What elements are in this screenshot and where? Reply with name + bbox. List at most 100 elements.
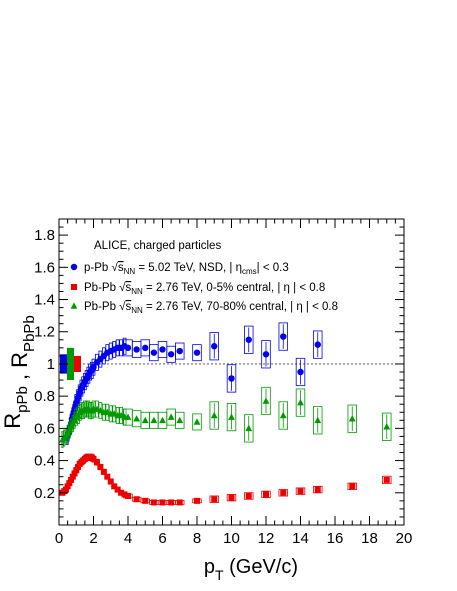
legend: ALICE, charged particles p-Pb √sNN = 5.02… xyxy=(70,240,338,315)
sys-error-box xyxy=(192,344,202,362)
series-1 xyxy=(59,453,392,506)
data-point xyxy=(193,349,201,356)
data-point xyxy=(176,416,184,424)
x-tick-label: 10 xyxy=(223,530,240,547)
data-point xyxy=(125,493,131,500)
data-point xyxy=(176,499,183,506)
data-point xyxy=(90,455,97,462)
data-point xyxy=(66,480,73,487)
data-point xyxy=(245,493,252,500)
data-point xyxy=(142,497,149,504)
data-point xyxy=(228,494,235,501)
data-point xyxy=(133,496,140,503)
sys-error-box xyxy=(261,490,271,499)
sys-error-box xyxy=(209,495,219,503)
data-point xyxy=(297,399,304,406)
data-point xyxy=(150,416,158,424)
x-tick-label: 2 xyxy=(89,530,97,547)
x-tick-label: 0 xyxy=(55,530,63,547)
data-point xyxy=(159,416,166,424)
sys-error-box xyxy=(226,493,237,502)
data-point xyxy=(210,411,218,419)
data-point xyxy=(71,470,78,477)
data-point xyxy=(97,464,104,471)
legend-entry: Pb-Pb √sNN = 2.76 TeV, 0-5% central, | η… xyxy=(84,281,325,296)
sys-error-box xyxy=(226,403,237,432)
sys-error-box xyxy=(175,342,185,360)
data-point xyxy=(69,473,76,480)
data-point xyxy=(279,411,287,419)
sys-error-box xyxy=(313,485,323,494)
data-point xyxy=(73,467,80,474)
y-axis-title: RpPb , RPbPb xyxy=(0,315,38,429)
y-tick-label: 1.6 xyxy=(34,259,55,276)
y-tick-label: 0.2 xyxy=(34,485,55,502)
x-tick-label: 18 xyxy=(361,530,378,547)
data-point xyxy=(314,486,321,493)
data-point xyxy=(93,459,100,466)
legend-title: ALICE, charged particles xyxy=(94,240,221,252)
data-point xyxy=(62,432,70,440)
data-point xyxy=(159,346,166,353)
y-tick-label: 1.8 xyxy=(34,227,55,244)
sys-error-box xyxy=(244,325,254,354)
x-tick-label: 14 xyxy=(292,530,309,547)
data-point xyxy=(314,341,321,348)
data-point xyxy=(245,424,253,432)
data-point xyxy=(194,497,200,504)
data-point xyxy=(280,489,287,496)
axes: 0 2 4 6 8 10 12 14 16 18 20 0.2 0.4 0.6 0.8 1 1.2 1.4 1.6 1… xyxy=(0,218,412,583)
sys-error-box xyxy=(192,413,202,431)
data-point xyxy=(107,478,114,485)
x-tick-label: 8 xyxy=(193,530,201,547)
y-tick-label: 1.4 xyxy=(34,292,55,309)
x-axis-title: pT (GeV/c) xyxy=(204,556,298,583)
sys-error-box xyxy=(261,340,271,369)
sys-error-box xyxy=(244,414,254,443)
sys-error-box xyxy=(313,330,323,359)
data-point xyxy=(141,416,149,424)
sys-error-box xyxy=(175,411,185,429)
data-point xyxy=(383,476,390,483)
sys-error-box xyxy=(278,489,288,497)
data-point xyxy=(150,499,157,506)
data-point xyxy=(263,491,269,498)
sys-error-box xyxy=(278,401,288,430)
sys-error-box xyxy=(382,475,392,484)
legend-marker xyxy=(70,302,78,309)
y-tick-label: 1.2 xyxy=(34,324,55,341)
data-point xyxy=(133,415,141,422)
data-point xyxy=(100,468,107,475)
data-point xyxy=(111,483,118,490)
data-point xyxy=(228,375,235,382)
data-point xyxy=(262,397,270,404)
data-point xyxy=(228,413,235,420)
legend-marker xyxy=(70,263,78,271)
data-point xyxy=(349,483,356,490)
normalization-box xyxy=(67,347,74,381)
data-point xyxy=(262,351,270,358)
sys-error-box xyxy=(261,386,271,416)
data-point xyxy=(124,344,132,352)
data-point xyxy=(193,418,201,425)
data-point xyxy=(118,489,125,496)
sys-error-box xyxy=(295,388,306,417)
data-point xyxy=(142,344,149,352)
x-tick-label: 12 xyxy=(258,530,275,547)
data-point xyxy=(314,416,322,424)
sys-error-box xyxy=(347,482,357,491)
data-point xyxy=(159,499,166,506)
data-point xyxy=(68,476,75,483)
sys-error-box xyxy=(347,404,357,433)
sys-error-box xyxy=(382,412,392,441)
data-point xyxy=(297,368,304,376)
sys-error-box xyxy=(244,492,254,500)
data-point xyxy=(65,426,73,433)
data-point xyxy=(176,347,183,355)
x-tick-label: 4 xyxy=(124,530,132,547)
data-point xyxy=(133,346,140,353)
data-point xyxy=(104,473,111,480)
data-point xyxy=(211,343,218,350)
x-tick-label: 16 xyxy=(327,530,344,547)
